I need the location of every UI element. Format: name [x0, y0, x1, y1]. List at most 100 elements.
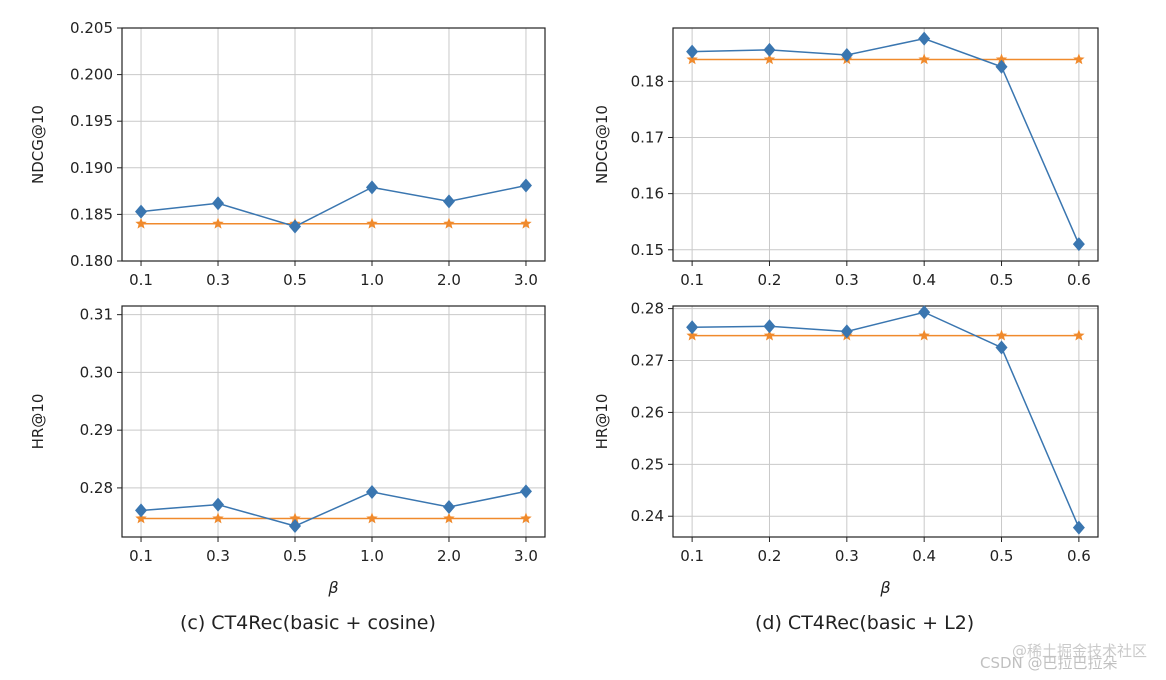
- x-tick-label: 0.4: [912, 547, 936, 565]
- y-axis-label: HR@10: [593, 394, 611, 450]
- y-tick-label: 0.200: [70, 66, 113, 84]
- y-tick-label: 0.15: [631, 241, 664, 259]
- x-tick-label: 1.0: [360, 271, 384, 289]
- data-point-variant: [519, 178, 532, 193]
- data-point-variant: [519, 484, 532, 499]
- y-axis-label: HR@10: [29, 394, 47, 450]
- x-tick-label: 0.1: [680, 547, 704, 565]
- data-point-baseline: [443, 217, 455, 229]
- data-point-baseline: [366, 512, 378, 524]
- y-tick-label: 0.28: [80, 479, 113, 497]
- y-axis-label: NDCG@10: [593, 105, 611, 184]
- data-point-variant: [289, 219, 302, 234]
- series-line-variant: [692, 311, 1080, 528]
- y-tick-label: 0.25: [631, 455, 664, 473]
- data-point-baseline: [289, 512, 301, 524]
- y-tick-label: 0.205: [70, 19, 113, 37]
- data-point-variant: [442, 194, 455, 209]
- plot-frame: [672, 305, 1099, 538]
- x-tick-label: 0.5: [990, 271, 1014, 289]
- data-point-variant: [995, 59, 1008, 74]
- x-tick-label: 0.2: [758, 271, 782, 289]
- y-axis-label: NDCG@10: [29, 105, 47, 184]
- x-tick-label: 0.3: [206, 271, 230, 289]
- series-line-variant: [140, 490, 527, 527]
- data-point-variant: [289, 519, 302, 534]
- y-tick-label: 0.29: [80, 421, 113, 439]
- y-tick-label: 0.190: [70, 159, 113, 177]
- data-point-baseline: [443, 512, 455, 524]
- data-point-variant: [135, 204, 148, 219]
- x-axis-label: β: [879, 578, 890, 597]
- data-point-variant: [840, 47, 853, 62]
- x-tick-label: 0.5: [283, 271, 307, 289]
- data-point-variant: [365, 180, 378, 195]
- x-tick-label: 2.0: [437, 271, 461, 289]
- y-tick-label: 0.24: [631, 507, 664, 525]
- data-point-variant: [212, 196, 225, 211]
- x-axis-label: β: [327, 578, 338, 597]
- data-point-variant: [686, 320, 699, 335]
- data-point-baseline: [995, 329, 1008, 341]
- watermark-line-1: @稀土掘金技术社区: [1012, 642, 1148, 660]
- series-line-variant: [692, 37, 1080, 245]
- y-tick-label: 0.27: [631, 352, 664, 370]
- data-point-baseline: [212, 217, 224, 229]
- y-tick-label: 0.26: [631, 403, 664, 421]
- x-tick-label: 3.0: [514, 547, 538, 565]
- y-tick-label: 0.28: [631, 300, 664, 318]
- series-line-variant: [140, 184, 527, 228]
- data-point-baseline: [366, 217, 378, 229]
- data-point-variant: [840, 324, 853, 339]
- data-point-variant: [763, 319, 776, 334]
- chart-c-bottom: 0.1 0.3 0.5 1.0 2.0 3.0 0.28 0.29 0.30 0.31 HR@10 β: [29, 305, 546, 597]
- data-point-baseline: [520, 512, 532, 524]
- x-tick-label: 0.3: [835, 547, 859, 565]
- data-point-baseline: [135, 217, 147, 229]
- x-tick-label: 0.5: [283, 547, 307, 565]
- watermark-line-2: CSDN @巴拉巴拉朵: [980, 654, 1118, 672]
- data-point-baseline: [1073, 53, 1085, 65]
- data-point-variant: [918, 31, 931, 46]
- y-tick-label: 0.185: [70, 205, 113, 223]
- x-tick-label: 0.1: [129, 271, 153, 289]
- x-tick-label: 2.0: [437, 547, 461, 565]
- caption-c: (c) CT4Rec(basic + cosine): [180, 612, 436, 634]
- data-point-baseline: [686, 53, 698, 65]
- y-tick-label: 0.17: [631, 128, 664, 146]
- data-point-variant: [365, 484, 378, 499]
- chart-c-top: 0.1 0.3 0.5 1.0 2.0 3.0 0.180 0.185 0.190 0.195 0.…: [29, 19, 546, 289]
- data-point-variant: [918, 305, 931, 320]
- plot-frame: [672, 27, 1099, 262]
- data-point-baseline: [995, 53, 1008, 65]
- data-point-variant: [686, 44, 699, 59]
- y-tick-label: 0.180: [70, 252, 113, 270]
- data-point-variant: [1072, 237, 1085, 252]
- data-point-baseline: [763, 53, 776, 65]
- data-point-baseline: [1073, 329, 1085, 341]
- data-point-variant: [763, 42, 776, 57]
- x-tick-label: 3.0: [514, 271, 538, 289]
- data-point-variant: [212, 497, 225, 512]
- data-point-variant: [995, 340, 1008, 355]
- plot-frame: [121, 27, 546, 262]
- y-tick-label: 0.30: [80, 363, 113, 381]
- x-tick-label: 1.0: [360, 547, 384, 565]
- chart-d-top: 0.1 0.2 0.3 0.4 0.5 0.6 0.15 0.16 0.17 0.18 NDCG@1…: [593, 27, 1099, 289]
- data-point-baseline: [763, 329, 776, 341]
- data-point-baseline: [686, 329, 698, 341]
- data-point-baseline: [135, 512, 147, 524]
- y-tick-label: 0.31: [80, 306, 113, 324]
- data-point-variant: [1072, 520, 1085, 535]
- y-tick-label: 0.18: [631, 72, 664, 90]
- caption-d: (d) CT4Rec(basic + L2): [755, 612, 975, 634]
- x-tick-label: 0.3: [835, 271, 859, 289]
- plot-frame: [121, 305, 546, 538]
- chart-d-bottom: 0.1 0.2 0.3 0.4 0.5 0.6 0.24 0.25 0.26 0.27 0.28 HR…: [593, 300, 1099, 597]
- x-tick-label: 0.6: [1067, 547, 1091, 565]
- data-point-baseline: [918, 329, 930, 341]
- x-tick-label: 0.4: [912, 271, 936, 289]
- data-point-baseline: [918, 53, 930, 65]
- y-tick-label: 0.195: [70, 112, 113, 130]
